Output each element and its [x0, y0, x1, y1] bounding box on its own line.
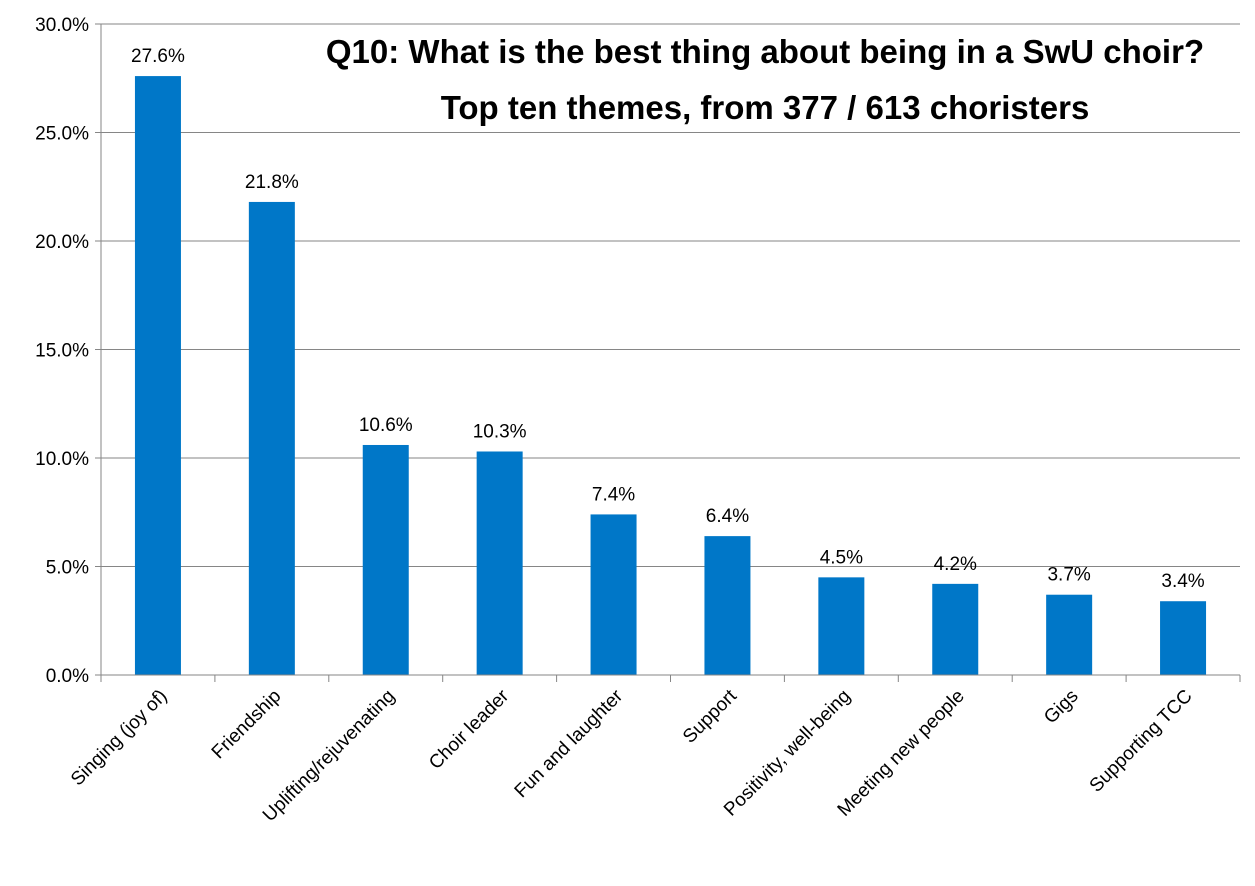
bar: [134, 76, 181, 675]
x-category-label: Gigs: [1040, 686, 1082, 728]
bar: [362, 444, 409, 675]
bar: [248, 201, 295, 675]
bar: [1046, 594, 1093, 675]
y-tick-label: 10.0%: [35, 449, 89, 470]
axes: 0.0% 5.0% 10.0% 15.0% 20.0% 25.0% 30.0% Singing…: [35, 15, 1241, 826]
bar: [932, 583, 979, 675]
y-tick-label: 0.0%: [46, 666, 89, 687]
data-label: 10.6%: [359, 415, 413, 436]
data-label: 4.5%: [820, 547, 863, 568]
chart-title-group: Q10: What is the best thing about being …: [326, 33, 1204, 126]
x-category-label: Meeting new people: [834, 686, 969, 821]
y-tick-label: 25.0%: [35, 124, 89, 145]
data-label: 21.8%: [245, 172, 299, 193]
data-label: 7.4%: [592, 484, 635, 505]
chart-title: Q10: What is the best thing about being …: [326, 33, 1204, 70]
bar: [704, 536, 751, 675]
y-tick-label: 15.0%: [35, 341, 89, 362]
y-tick-label: 20.0%: [35, 232, 89, 253]
x-category-label: Support: [679, 685, 741, 747]
bar: [1160, 601, 1207, 675]
x-category-label: Positivity, well-being: [720, 686, 855, 821]
x-category-label: Supporting TCC: [1086, 686, 1197, 797]
data-labels: 27.6% 21.8% 10.6% 10.3% 7.4% 6.4% 4.5% 4.2% 3.7%…: [131, 46, 1205, 592]
bars: [134, 76, 1207, 675]
x-category-label: Uplifting/rejuvenating: [259, 686, 399, 826]
x-category-label: Friendship: [208, 686, 286, 764]
x-category-label: Choir leader: [425, 685, 514, 774]
data-label: 27.6%: [131, 46, 185, 67]
x-category-label: Singing (joy of): [67, 686, 171, 790]
x-category-label: Fun and laughter: [511, 685, 628, 802]
y-tick-label: 30.0%: [35, 15, 89, 36]
chart-subtitle: Top ten themes, from 377 / 613 chorister…: [441, 89, 1090, 126]
y-tick-label: 5.0%: [46, 558, 89, 579]
bar: [476, 451, 523, 675]
bar: [590, 514, 637, 675]
data-label: 3.7%: [1047, 565, 1090, 586]
data-label: 10.3%: [473, 421, 527, 442]
data-label: 6.4%: [706, 506, 749, 527]
data-label: 3.4%: [1161, 571, 1204, 592]
data-label: 4.2%: [934, 554, 977, 575]
bar: [818, 577, 865, 675]
